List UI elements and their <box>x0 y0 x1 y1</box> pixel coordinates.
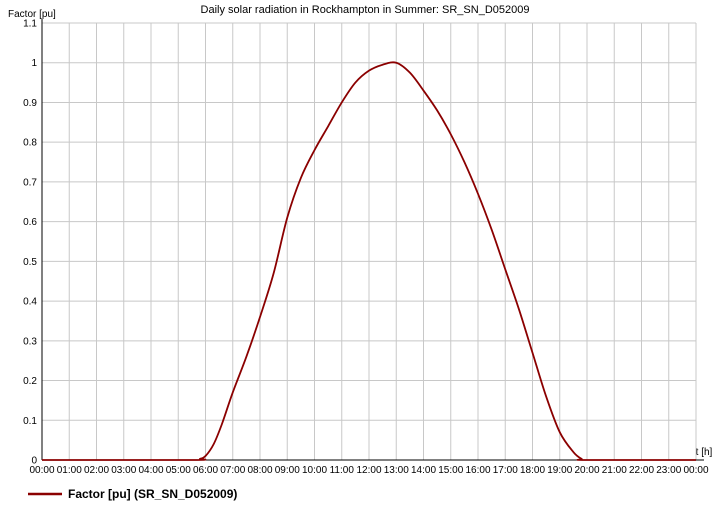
y-axis-label: Factor [pu] <box>8 9 56 20</box>
y-tick-labels: 0 0.1 0.2 0.3 0.4 0.5 0.6 0.7 0.8 0.9 1 1.1 <box>23 19 37 467</box>
legend: Factor [pu] (SR_SN_D052009) <box>28 487 237 501</box>
y-tick-label: 0.1 <box>23 416 37 427</box>
y-tick-label: 1.1 <box>23 19 37 30</box>
y-tick-label: 0.5 <box>23 257 37 268</box>
axes-layer <box>41 19 704 461</box>
x-tick-label: 15:00 <box>438 465 463 476</box>
series-layer <box>41 61 696 461</box>
x-tick-label: 03:00 <box>111 465 136 476</box>
x-tick-label: 06:00 <box>193 465 218 476</box>
x-tick-label: 01:00 <box>57 465 82 476</box>
x-tick-label: 22:00 <box>629 465 654 476</box>
y-tick-label: 0.3 <box>23 336 37 347</box>
x-tick-label: 23:00 <box>656 465 681 476</box>
x-tick-label: 13:00 <box>384 465 409 476</box>
y-tick-label: 0.2 <box>23 376 37 387</box>
x-tick-label: 02:00 <box>84 465 109 476</box>
x-tick-label: 04:00 <box>138 465 163 476</box>
x-tick-label: 05:00 <box>166 465 191 476</box>
x-tick-label: 16:00 <box>465 465 490 476</box>
x-tick-label: 18:00 <box>520 465 545 476</box>
grid-layer <box>42 22 697 460</box>
x-tick-label: 07:00 <box>220 465 245 476</box>
y-tick-label: 0.8 <box>23 138 37 149</box>
y-tick-label: 1 <box>31 58 37 69</box>
x-tick-label: 08:00 <box>247 465 272 476</box>
x-tick-label: 12:00 <box>356 465 381 476</box>
x-tick-labels: 00:00 01:00 02:00 03:00 04:00 05:00 06:00 07:00… <box>29 465 708 476</box>
x-tick-label: 10:00 <box>302 465 327 476</box>
x-tick-label: 20:00 <box>574 465 599 476</box>
x-tick-label: 11:00 <box>330 465 355 476</box>
y-tick-label: 0.9 <box>23 98 37 109</box>
y-tick-label: 0.7 <box>23 177 37 188</box>
x-axis-label: t [h] <box>696 447 713 458</box>
x-tick-label: 14:00 <box>411 465 436 476</box>
x-tick-label: 21:00 <box>602 465 627 476</box>
x-tick-label: 09:00 <box>275 465 300 476</box>
x-tick-label: 00:00 <box>29 465 54 476</box>
x-tick-label: 17:00 <box>493 465 518 476</box>
x-tick-label: 19:00 <box>547 465 572 476</box>
series-line-0 <box>41 61 696 461</box>
y-tick-label: 0 <box>31 456 37 467</box>
y-tick-label: 0.4 <box>23 297 37 308</box>
legend-label: Factor [pu] (SR_SN_D052009) <box>68 487 237 501</box>
x-tick-label: 00:00 <box>683 465 708 476</box>
y-tick-label: 0.6 <box>23 217 37 228</box>
chart-title: Daily solar radiation in Rockhampton in … <box>201 4 530 16</box>
